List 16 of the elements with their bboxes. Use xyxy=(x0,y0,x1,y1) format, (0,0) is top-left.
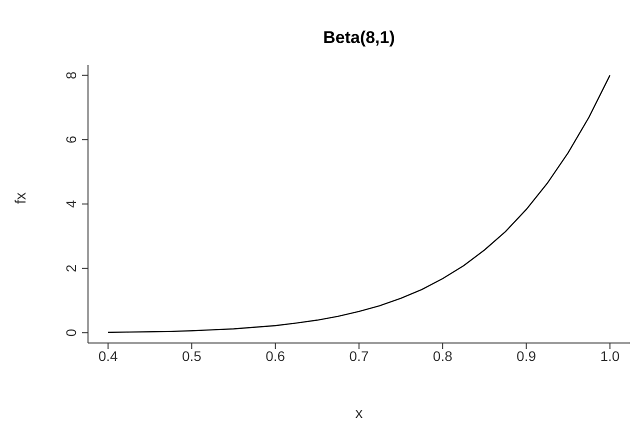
x-tick-label: 1.0 xyxy=(600,348,620,364)
line-series xyxy=(107,74,611,333)
y-tick-label: 6 xyxy=(63,136,79,144)
x-tick-label: 0.5 xyxy=(182,348,202,364)
y-tick-label: 2 xyxy=(63,264,79,272)
y-tick-label: 8 xyxy=(63,71,79,80)
y-axis-title: fx xyxy=(12,192,30,204)
chart-title: Beta(8,1) xyxy=(322,28,396,48)
x-tick-label: 0.4 xyxy=(98,348,118,364)
x-tick-label: 0.8 xyxy=(432,348,453,364)
y-tick-label: 0 xyxy=(63,328,79,337)
y-tick-label: 4 xyxy=(63,200,79,208)
x-axis-title: x xyxy=(355,405,364,421)
x-tick-label: 0.7 xyxy=(349,348,369,364)
x-tick-label: 0.9 xyxy=(516,348,536,364)
x-tick-label: 0.6 xyxy=(266,348,286,364)
